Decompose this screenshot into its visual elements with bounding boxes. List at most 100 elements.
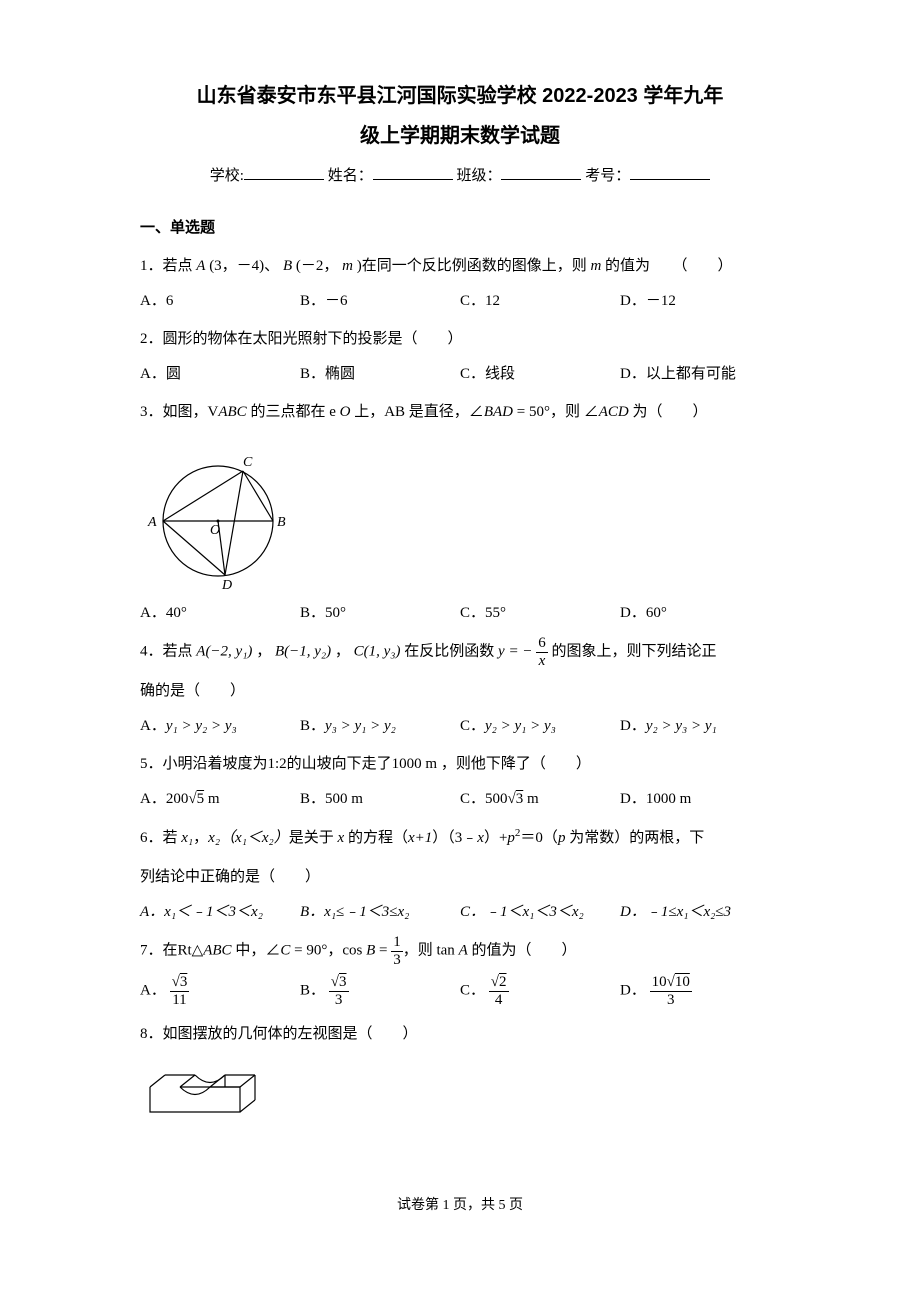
q3-opt-c: C．55°: [460, 601, 620, 625]
q1-coords-B: (－2，: [296, 258, 339, 274]
q7-c-den: 4: [489, 992, 509, 1009]
q7-cosb: B: [366, 942, 375, 958]
q7-cosb-pre: cos: [342, 942, 366, 958]
q4-sep2: ，: [335, 643, 350, 659]
q7-b-num: √3: [329, 974, 349, 992]
q7-tb: 中，: [232, 942, 266, 958]
q1-A: A: [196, 258, 205, 274]
question-2: 2．圆形的物体在太阳光照射下的投影是（ ）: [140, 323, 780, 356]
svg-text:O: O: [210, 523, 220, 538]
question-5: 5．小明沿着坡度为1:2的山坡向下走了1000 m ，则他下降了（ ）: [140, 748, 780, 781]
q7-angc: C: [280, 942, 290, 958]
q6-cond: （x₁＜x₂）: [220, 830, 289, 846]
q5-a-root: 5: [197, 791, 205, 807]
q7-cosb-den: 3: [391, 952, 403, 969]
svg-text:C: C: [243, 455, 253, 470]
q7-d-pre: D．: [620, 982, 646, 998]
q7-a-root: 3: [180, 974, 188, 990]
q5-options: A．200√5 m B．500 m C．500√3 m D．1000 m: [140, 787, 780, 811]
q7-td: 的值为（ ）: [468, 942, 577, 958]
q3-ang1-val: = 50°: [513, 404, 550, 420]
q7-opt-a: A． √311: [140, 974, 300, 1008]
q6-opt-a: A．x₁＜﹣1＜3＜x₂: [140, 900, 300, 924]
blank-name: [373, 166, 453, 180]
q3-O: O: [340, 404, 351, 420]
svg-text:D: D: [221, 578, 232, 591]
q7-cosb-frac: 13: [391, 934, 403, 968]
q4-text-b: 在反比例函数: [404, 643, 498, 659]
q1-opt-b: B．－6: [300, 289, 460, 313]
q4-d-val: y₂ > y₃ > y₁: [646, 718, 717, 734]
q3-abc: ABC: [218, 404, 246, 420]
question-1: 1．若点 A (3，－4)、 B (－2， m )在同一个反比例函数的图像上，则…: [140, 250, 780, 283]
q7-a-pre: A．: [140, 982, 166, 998]
q6-tc: 的方程（: [344, 830, 408, 846]
q4-sep1: ，: [256, 643, 271, 659]
q7-b-root: 3: [339, 974, 347, 990]
q4-d-pre: D．: [620, 718, 646, 734]
q7-b-pre: B．: [300, 982, 325, 998]
q4-y-eq: y = −: [498, 643, 532, 659]
q6-x1: x₁: [181, 830, 193, 846]
q6-ta: 6．若: [140, 830, 181, 846]
label-class: 班级：: [456, 168, 501, 184]
q3-text-b: 的三点都在 e: [247, 404, 340, 420]
q1-coords-A: (3，－4)、: [209, 258, 279, 274]
q7-opt-d: D． 10√103: [620, 974, 780, 1008]
q7-angc-val: = 90°: [290, 942, 327, 958]
q1-options: A．6 B．－6 C．12 D．－12: [140, 289, 780, 313]
q7-c-num: √2: [489, 974, 509, 992]
q1-text-b: )在同一个反比例函数的图像上，则: [357, 258, 591, 274]
page-footer: 试卷第 1 页，共 5 页: [140, 1195, 780, 1217]
q7-b-den: 3: [329, 992, 349, 1009]
q4-c-pre: C．: [460, 718, 485, 734]
q6-options: A．x₁＜﹣1＜3＜x₂ B．x₁≤﹣1＜3≤x₂ C．﹣1＜x₁＜3＜x₂ D…: [140, 900, 780, 924]
q3-ang1-pre: ∠: [469, 404, 484, 420]
q7-c-root: 2: [499, 974, 507, 990]
q6-text-h-line: 列结论中正确的是（ ）: [140, 861, 780, 894]
q2-opt-c: C．线段: [460, 362, 620, 386]
q7-opt-b: B． √33: [300, 974, 460, 1008]
question-4: 4．若点 A(−2, y₁) ， B(−1, y₂) ， C(1, y₃) 在反…: [140, 635, 780, 669]
q4-c-val: y₂ > y₁ > y₃: [485, 718, 556, 734]
svg-text:B: B: [277, 515, 286, 530]
q6-td: ）（3﹣: [432, 830, 477, 846]
question-6: 6．若 x₁，x₂（x₁＜x₂）是关于 x 的方程（x+1）（3﹣x）+p2＝0…: [140, 821, 780, 855]
q4-b-pre: B．: [300, 718, 325, 734]
q4-a-pre: A．: [140, 718, 166, 734]
q3-text-d: ，则: [550, 404, 584, 420]
q4-opt-c: C．y₂ > y₁ > y₃: [460, 714, 620, 738]
q3-options: A．40° B．50° C．55° D．60°: [140, 601, 780, 625]
q6-te: ）+: [484, 830, 507, 846]
q6-opt-c: C．﹣1＜x₁＜3＜x₂: [460, 900, 620, 924]
q6-x2b: x: [477, 830, 484, 846]
title-line-1: 山东省泰安市东平县江河国际实验学校 2022-2023 学年九年: [140, 80, 780, 112]
q7-a-num: √3: [170, 974, 190, 992]
q7-d-coef: 10: [652, 974, 667, 990]
q7-b-frac: √33: [329, 974, 349, 1008]
q4-opt-d: D．y₂ > y₃ > y₁: [620, 714, 780, 738]
label-school: 学校:: [210, 168, 244, 184]
q4-text-c: 的图象上，则下列结论正: [551, 643, 716, 659]
q4-options: A．y₁ > y₂ > y₃ B．y₃ > y₁ > y₂ C．y₂ > y₁ …: [140, 714, 780, 738]
q4-B: B: [275, 643, 284, 659]
section-1-heading: 一、单选题: [140, 216, 780, 240]
q5-a-unit: m: [204, 791, 219, 807]
q4-A-arg: (−2, y₁): [205, 643, 252, 659]
q5-opt-c: C．500√3 m: [460, 787, 620, 811]
q4-frac-den: x: [536, 653, 548, 670]
question-8: 8．如图摆放的几何体的左视图是（ ）: [140, 1018, 780, 1051]
q3-opt-d: D．60°: [620, 601, 780, 625]
q3-opt-a: A．40°: [140, 601, 300, 625]
q6-sep: ，: [193, 830, 208, 846]
title-line-2: 级上学期期末数学试题: [140, 120, 780, 152]
blanks-row: 学校: 姓名： 班级： 考号：: [140, 164, 780, 188]
q3-ang1-name: BAD: [484, 404, 513, 420]
q1-opt-c: C．12: [460, 289, 620, 313]
q4-opt-a: A．y₁ > y₂ > y₃: [140, 714, 300, 738]
q7-c-frac: √24: [489, 974, 509, 1008]
label-name: 姓名：: [328, 168, 373, 184]
q1-opt-d: D．－12: [620, 289, 780, 313]
q4-b-val: y₃ > y₁ > y₂: [325, 718, 396, 734]
q3-ang2-pre: ∠: [584, 404, 599, 420]
